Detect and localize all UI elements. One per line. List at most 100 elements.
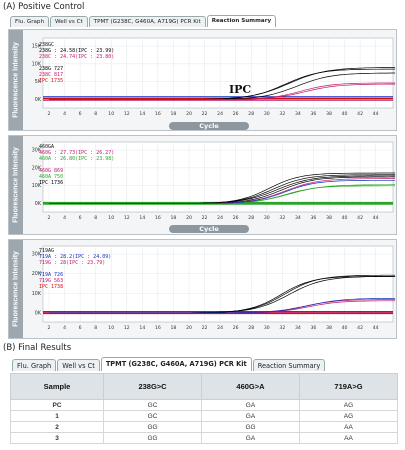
y-axis-label-text: Fluorescence Intensity xyxy=(12,42,20,118)
x-tick-label: 34 xyxy=(295,215,301,221)
x-tick-label: 12 xyxy=(124,215,130,221)
y-tick-label: 0K xyxy=(35,97,42,103)
x-tick-label: 40 xyxy=(342,111,348,117)
tab-flu-graph[interactable]: Flu. Graph xyxy=(10,16,50,27)
y-tick-label: 10K xyxy=(32,61,42,67)
legend-entry: 238C 817 xyxy=(39,72,64,78)
tab-tpmt-g238c-g460a-a719g-pcr-kit[interactable]: TPMT (G238C, G460A, A719G) PCR Kit xyxy=(88,16,206,27)
y-tick-label: 10K xyxy=(32,183,42,189)
legend-460ga: 460GA 460G : 27.73(IPC : 26.27) 460A : 26.… xyxy=(39,144,114,186)
tab-flu-graph[interactable]: Flu. Graph xyxy=(12,359,57,371)
amplification-plot-460ga: 2 4 6 8 10 12 14 16 18 20 22 24 26 28 30 32 34 36 38 40 42 44… xyxy=(32,141,396,221)
table-row: 2 GG GG AA xyxy=(9,421,399,433)
table-row: 1 GC GA AG xyxy=(9,410,399,422)
legend-entry: IPC 1735 xyxy=(39,78,64,84)
legend-entry: 238G : 24.58(IPC : 23.99) xyxy=(39,48,115,54)
chart-panel-719ag: Fluorescence Intensity 2 4 6 8 10 12 14 16 18 20 2… xyxy=(8,239,397,339)
panel-name: 460GA xyxy=(39,144,55,150)
x-tick-label: 4 xyxy=(63,215,66,221)
chart-panel-238gc: Fluorescence Intensity 2 4 6 8 10 12 14 16 18 20 2… xyxy=(8,29,397,131)
tab-reaction-summary[interactable]: Reaction Summary xyxy=(206,15,277,27)
y-axis-label: Fluorescence Intensity xyxy=(9,240,23,338)
x-tick-label: 12 xyxy=(124,325,130,331)
y-tick-label: 20K xyxy=(32,165,42,171)
x-tick-label: 38 xyxy=(326,215,332,221)
y-tick-label: 0K xyxy=(35,201,42,207)
tab-tpmt-g238c-g460a-a719g-pcr-kit[interactable]: TPMT (G238C, G460A, A719G) PCR Kit xyxy=(100,357,252,371)
x-tick-label: 44 xyxy=(373,325,379,331)
x-tick-label: 24 xyxy=(217,325,223,331)
x-axis-label: Cycle xyxy=(169,225,249,233)
panel-name: 238GC xyxy=(39,42,55,48)
y-tick-label: 30K xyxy=(32,148,42,154)
x-tick-label: 36 xyxy=(311,111,317,117)
y-axis-label-text: Fluorescence Intensity xyxy=(12,251,20,327)
y-tick-label: 15K xyxy=(32,44,42,50)
y-axis-label-text: Fluorescence Intensity xyxy=(12,147,20,223)
amplification-plot-238gc: 2 4 6 8 10 12 14 16 18 20 22 24 26 28 30 32 34 36 38 40 42 44… xyxy=(32,37,396,117)
sample-cell: 1 xyxy=(9,410,105,422)
x-tick-label: 8 xyxy=(94,111,97,117)
x-tick-label: 30 xyxy=(264,111,270,117)
genotype-cell: GA xyxy=(201,432,300,444)
x-tick-label: 8 xyxy=(94,215,97,221)
x-tick-label: 10 xyxy=(108,325,114,331)
x-tick-label: 40 xyxy=(342,325,348,331)
x-tick-label: 22 xyxy=(202,111,208,117)
tab-reaction-summary[interactable]: Reaction Summary xyxy=(252,359,326,371)
sample-cell: 2 xyxy=(9,421,105,433)
x-tick-label: 6 xyxy=(79,325,82,331)
x-tick-label: 42 xyxy=(357,111,363,117)
chart-panel-460ga: Fluorescence Intensity 2 4 6 8 10 12 14 16 18 20 2… xyxy=(8,135,397,235)
legend-entry: 719A 726 xyxy=(39,272,64,278)
legend-entry: IPC 1736 xyxy=(39,180,64,186)
x-tick-label: 2 xyxy=(48,325,51,331)
x-tick-label: 26 xyxy=(233,111,239,117)
x-tick-label: 10 xyxy=(108,215,114,221)
y-tick-label: 20K xyxy=(32,271,42,277)
column-header: Sample xyxy=(9,373,105,400)
genotype-cell: AA xyxy=(298,432,399,444)
sample-cell: PC xyxy=(9,399,105,411)
x-tick-label: 4 xyxy=(63,111,66,117)
x-tick-label: 44 xyxy=(373,111,379,117)
x-tick-label: 26 xyxy=(233,215,239,221)
y-axis-label: Fluorescence Intensity xyxy=(9,136,23,234)
amplification-plot-719ag: 2 4 6 8 10 12 14 16 18 20 22 24 26 28 30 32 34 36 38 40 42 44… xyxy=(32,245,396,331)
x-tick-label: 22 xyxy=(202,215,208,221)
x-tick-label: 42 xyxy=(357,325,363,331)
x-tick-label: 16 xyxy=(155,111,161,117)
positive-control-tabs: Flu. Graph Well vs Ct TPMT (G238C, G460A, … xyxy=(10,15,277,27)
final-results-tabs: Flu. Graph Well vs Ct TPMT (G238C, G460A, … xyxy=(12,357,326,371)
x-tick-label: 10 xyxy=(108,111,114,117)
sample-cell: 3 xyxy=(9,432,105,444)
y-tick-label: 5K xyxy=(35,79,42,85)
table-row: PC GC GA AG xyxy=(9,399,399,411)
positive-control-title: (A) Positive Control xyxy=(3,2,85,12)
x-tick-label: 40 xyxy=(342,215,348,221)
amplification-curve xyxy=(49,297,396,314)
x-tick-label: 38 xyxy=(326,325,332,331)
x-tick-label: 28 xyxy=(248,215,254,221)
legend-entry: 460G 869 xyxy=(39,168,64,174)
x-tick-label: 42 xyxy=(357,215,363,221)
x-tick-label: 34 xyxy=(295,325,301,331)
x-tick-label: 2 xyxy=(48,215,51,221)
x-tick-label: 16 xyxy=(155,325,161,331)
x-tick-label: 34 xyxy=(295,111,301,117)
legend-entry: 460G : 27.73(IPC : 26.27) xyxy=(39,150,115,156)
x-tick-label: 16 xyxy=(155,215,161,221)
x-tick-label: 6 xyxy=(79,111,82,117)
table-header-row: Sample 238G>C 460G>A 719A>G xyxy=(9,373,399,400)
tab-well-vs-ct[interactable]: Well vs Ct xyxy=(50,16,88,27)
x-tick-label: 32 xyxy=(279,325,285,331)
legend-238gc: 238GC 238G : 24.58(IPC : 23.99) 238C : 24.… xyxy=(39,42,114,84)
x-tick-label: 8 xyxy=(94,325,97,331)
tab-well-vs-ct[interactable]: Well vs Ct xyxy=(57,359,100,371)
results-table: Sample 238G>C 460G>A 719A>G PC GC GA AG 1 GC GA AG… xyxy=(9,373,399,444)
panel-name: 719AG xyxy=(39,248,55,254)
x-tick-label: 30 xyxy=(264,215,270,221)
x-tick-label: 12 xyxy=(124,111,130,117)
column-header: 238G>C xyxy=(103,373,203,400)
x-tick-label: 20 xyxy=(186,111,192,117)
